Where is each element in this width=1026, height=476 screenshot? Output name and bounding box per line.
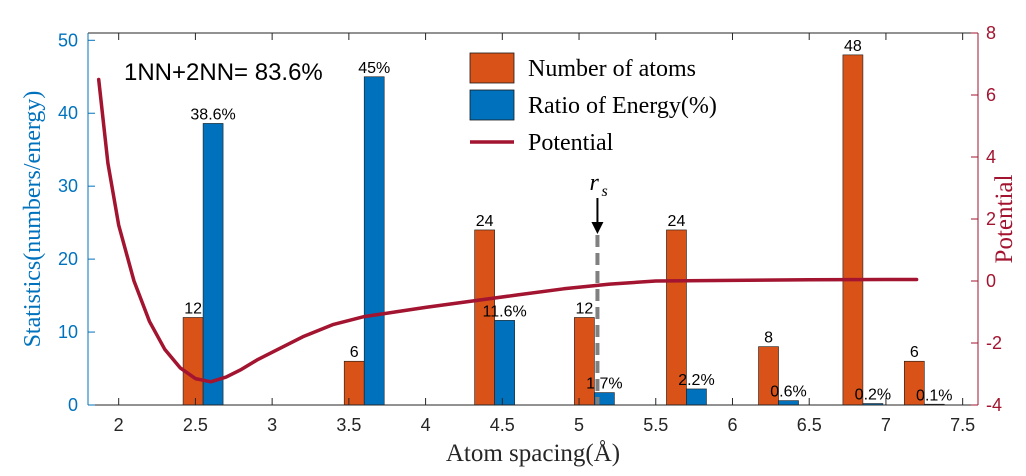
rs-label: r	[589, 170, 599, 196]
y-left-tick-label-2: 20	[58, 249, 78, 269]
data-label-energy-6: 0.2%	[855, 387, 891, 404]
y-left-tick-label-5: 50	[58, 30, 78, 50]
x-tick-label-8: 6	[727, 415, 737, 435]
x-tick-label-0: 2	[114, 415, 124, 435]
bar-energy-5	[778, 400, 799, 406]
y-right-tick-label-6: 8	[986, 23, 996, 43]
rs-label-subscript: s	[601, 183, 607, 200]
x-tick-label-11: 7.5	[950, 415, 975, 435]
y-right-tick-label-0: -4	[986, 395, 1002, 415]
y-right-tick-label-4: 4	[986, 147, 996, 167]
data-label-atoms-0: 12	[184, 300, 202, 317]
y-left-tick-label-0: 0	[68, 395, 78, 415]
bar-labels-layer: 12 6 24 12 24 8 48 6 38.6% 45% 11.6% 1.7% 2.2% 0.6% 0.…	[184, 38, 952, 404]
x-tick-label-10: 7	[881, 415, 891, 435]
bar-atoms-6	[842, 54, 864, 406]
x-axis-label: Atom spacing(Å)	[446, 440, 620, 467]
data-label-atoms-3: 12	[575, 300, 593, 317]
data-label-energy-7: 0.1%	[916, 387, 952, 404]
bar-energy-4	[686, 388, 707, 406]
x-tick-label-1: 2.5	[183, 415, 208, 435]
potential-layer	[96, 77, 919, 384]
legend-swatch-atoms	[469, 52, 515, 84]
bar-atoms-1	[343, 360, 365, 406]
data-label-atoms-1: 6	[350, 344, 359, 361]
x-tick-label-9: 6.5	[797, 415, 822, 435]
y-axis-right-label: Potential	[991, 175, 1018, 264]
y-left-tick-label-4: 40	[58, 103, 78, 123]
data-label-atoms-2: 24	[476, 213, 494, 230]
legend-label-atoms: Number of atoms	[528, 56, 696, 82]
x-tick-label-6: 5	[574, 415, 584, 435]
y-right-tick-label-3: 2	[986, 209, 996, 229]
y-right-tick-label-2: 0	[986, 271, 996, 291]
data-label-atoms-5: 8	[764, 330, 773, 347]
x-tick-label-4: 4	[421, 415, 431, 435]
bar-atoms-0	[182, 317, 204, 406]
legend-swatch-energy	[469, 89, 515, 121]
x-tick-label-5: 4.5	[490, 415, 515, 435]
y-axis-left-label: Statistics(numbers/energy)	[20, 91, 46, 348]
rs-arrow-head	[591, 222, 604, 234]
bar-energy-2	[494, 320, 515, 406]
summary-annotation: 1NN+2NN= 83.6%	[124, 59, 323, 86]
data-label-atoms-7: 6	[910, 344, 919, 361]
y-right-tick-label-1: -2	[986, 333, 1002, 353]
bar-energy-1	[363, 76, 385, 406]
legend: Number of atoms Ratio of Energy(%) Potenti…	[469, 52, 717, 156]
data-label-energy-2: 11.6%	[483, 303, 527, 320]
data-label-atoms-6: 48	[844, 38, 862, 55]
x-tick-label-2: 3	[267, 415, 277, 435]
data-label-atoms-4: 24	[668, 213, 686, 230]
data-label-energy-4: 2.2%	[678, 372, 714, 389]
data-label-energy-0: 38.6%	[190, 106, 235, 123]
legend-label-energy: Ratio of Energy(%)	[528, 93, 717, 119]
axes-layer: 2 2.5 3 3.5 4 4.5 5 5.5 6 6.5 7 7.501020304050-4-20…	[58, 23, 1002, 435]
y-left-tick-label-1: 10	[58, 322, 78, 342]
potential-line	[96, 77, 919, 384]
legend-label-potential: Potential	[528, 130, 614, 156]
y-left-tick-label-3: 30	[58, 176, 78, 196]
bars-layer	[182, 54, 945, 406]
bar-energy-0	[202, 123, 224, 406]
data-label-energy-3: 1.7%	[586, 376, 622, 393]
x-tick-label-3: 3.5	[336, 415, 361, 435]
data-label-energy-5: 0.6%	[770, 384, 806, 401]
x-tick-label-7: 5.5	[643, 415, 668, 435]
y-right-tick-label-5: 6	[986, 85, 996, 105]
data-label-energy-1: 45%	[358, 60, 390, 77]
